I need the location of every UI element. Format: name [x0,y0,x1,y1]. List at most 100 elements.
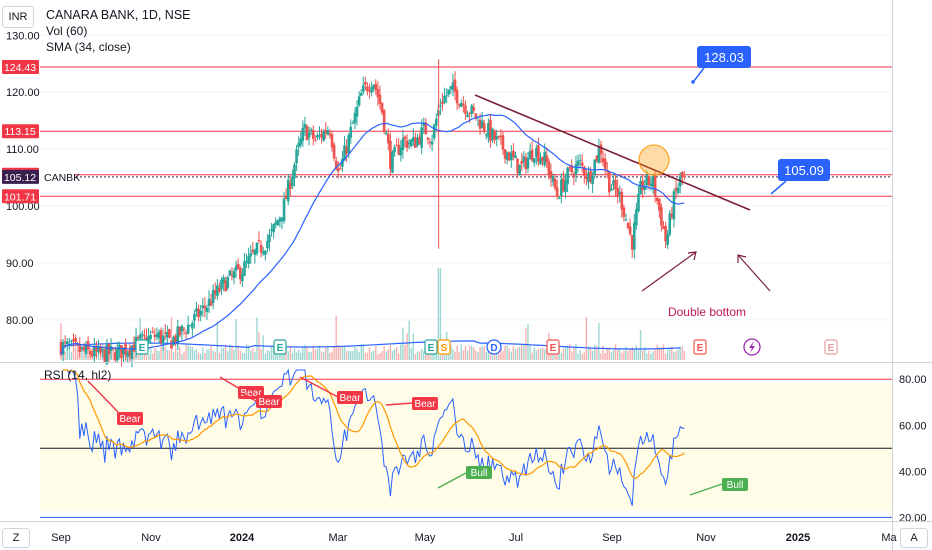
candle-body [582,166,586,176]
divergence-line [437,472,467,489]
volume-bar [112,348,114,360]
volume-bar [579,349,581,360]
volume-bar [635,345,638,360]
candle-body [157,331,161,339]
volume-legend[interactable]: Vol (60) [46,24,88,38]
volume-bar [554,352,556,360]
volume-bar [506,345,508,360]
rsi-tick-label: 80.00 [899,374,927,386]
candle-body [153,334,157,337]
bear-label: Bear [240,388,262,399]
log-scale-button[interactable]: Z [2,528,30,548]
last-price-tag-label: 105.12 [4,172,36,184]
candle-body [451,82,455,90]
candle-body [520,160,524,164]
volume-bar [562,348,565,360]
time-tick-label: 2025 [786,532,810,544]
candle-body [658,199,661,211]
volume-bar [464,346,467,360]
event-marker-shape [693,339,707,355]
volume-bar [395,346,398,360]
volume-bar [518,346,521,360]
volume-bar [468,345,471,360]
candle-body [305,126,309,141]
event-marker-label: E [277,343,284,354]
candle-body [320,133,323,138]
price-scale[interactable]: 130.00 120.00 110.00 100.00 90.00 80.00 [6,30,40,327]
candle-body [351,123,355,125]
sma-legend[interactable]: SMA (34, close) [46,40,131,54]
symbol-title: CANARA BANK, 1D, NSE [46,8,191,22]
event-marker-label: E [828,343,835,354]
divergence-line [299,376,339,398]
volume-bar [404,344,406,360]
candle-body [345,146,348,154]
currency-button[interactable]: INR [2,6,34,28]
volume-bar [143,352,146,360]
volume-bar [644,347,646,360]
auto-scale-button[interactable]: A [900,528,928,548]
rsi-legend[interactable]: RSI (14, hl2) [44,368,112,382]
candle-body [510,152,513,161]
candle-body [261,251,265,254]
bear-label: Bear [339,393,361,404]
rsi-scale[interactable]: 80.00 60.00 40.00 20.00 [899,374,927,524]
rsi-tick-label: 60.00 [899,420,927,432]
candle-body [562,178,565,192]
candle-body [541,157,544,162]
candle-body [264,250,267,255]
candle-body [95,345,98,352]
volume-bar [302,346,304,360]
candle-body [151,331,155,333]
volume-bar [366,352,369,360]
volume-bar [279,353,281,360]
candle-body [314,139,317,141]
callout-pointer [770,180,787,195]
candle-body [620,191,624,210]
candle-body [384,132,388,135]
volume-bar [191,346,194,360]
volume-bar [252,348,254,360]
time-axis[interactable]: Sep Nov 2024 Mar May Jul Sep Nov 2025 Ma [51,532,897,544]
volume-bar [335,315,337,360]
volume-bar [149,349,152,360]
candle-body [243,261,246,276]
bear-label: Bear [258,397,280,408]
volume-bar [385,351,387,360]
volume-bar [637,350,640,360]
volume-bar [508,348,510,360]
candle-body [482,123,486,132]
volume-bar [439,268,442,360]
candle-body [616,188,619,197]
candle-body [97,345,100,353]
candle-body [82,346,86,351]
volume-bar [681,346,683,360]
volume-bar [660,348,663,360]
candle-body [301,128,305,142]
candle-body [474,113,478,119]
candle-body [424,122,428,135]
volume-bar [433,353,435,360]
event-marker-label: E [697,343,704,354]
candle-body [670,213,674,218]
candle-body [368,90,371,92]
candle-body [232,271,236,278]
candle-body [401,138,405,151]
volume-bar [625,346,627,360]
volume-bar [621,352,623,360]
volume-bar [356,349,358,360]
volume-bar [195,349,198,360]
volume-bar [606,347,608,360]
volume-bar [504,345,506,360]
volume-bar [266,350,269,360]
candle-body [299,138,303,145]
volume-bar [254,351,256,360]
candle-body [614,179,617,190]
divergence-line [87,380,119,413]
candle-body [409,139,413,147]
volume-bar [533,347,535,360]
